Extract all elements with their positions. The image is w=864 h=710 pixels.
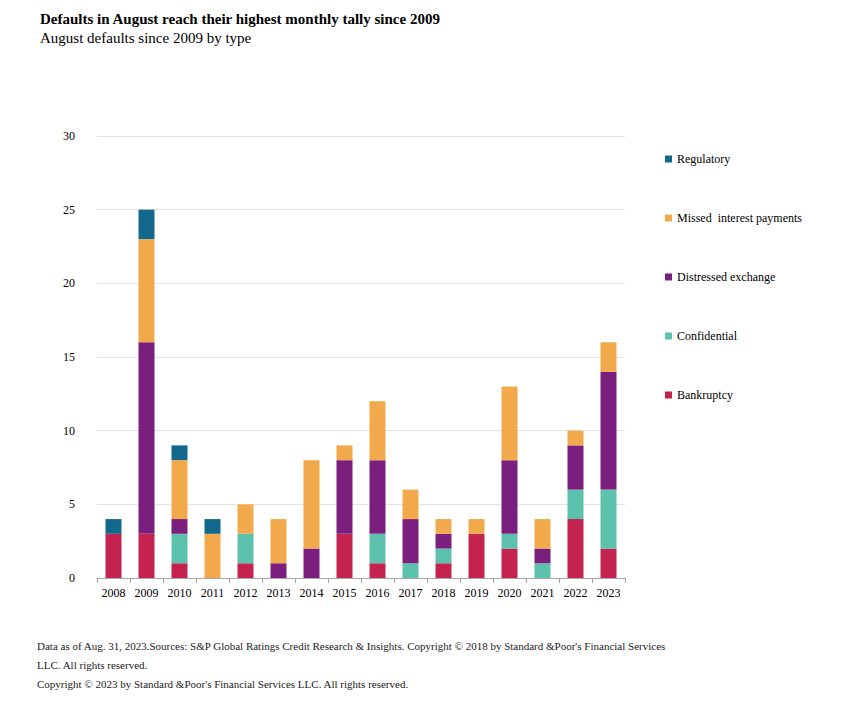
svg-text:2021: 2021 <box>531 586 555 600</box>
svg-text:20: 20 <box>63 276 75 290</box>
svg-text:Missed interest payments: Missed interest payments <box>677 211 802 225</box>
svg-text:Distressed exchange: Distressed exchange <box>677 270 775 284</box>
svg-text:2013: 2013 <box>267 586 291 600</box>
svg-text:Defaults in August reach their: Defaults in August reach their highest m… <box>40 11 440 27</box>
svg-text:2011: 2011 <box>201 586 225 600</box>
svg-text:2014: 2014 <box>300 586 324 600</box>
svg-text:2016: 2016 <box>366 586 390 600</box>
svg-text:Confidential: Confidential <box>677 329 738 343</box>
svg-text:2012: 2012 <box>234 586 258 600</box>
svg-text:5: 5 <box>69 497 75 511</box>
svg-text:2017: 2017 <box>399 586 423 600</box>
svg-text:2020: 2020 <box>498 586 522 600</box>
svg-text:2018: 2018 <box>432 586 456 600</box>
svg-text:2009: 2009 <box>135 586 159 600</box>
svg-text:2010: 2010 <box>168 586 192 600</box>
svg-text:August defaults since 2009 by: August defaults since 2009 by type <box>40 30 252 46</box>
svg-text:2015: 2015 <box>333 586 357 600</box>
svg-text:2023: 2023 <box>597 586 621 600</box>
svg-text:2019: 2019 <box>465 586 489 600</box>
svg-text:Regulatory: Regulatory <box>677 152 730 166</box>
svg-text:25: 25 <box>63 203 75 217</box>
svg-text:Bankruptcy: Bankruptcy <box>677 388 733 402</box>
svg-text:0: 0 <box>69 571 75 585</box>
svg-text:15: 15 <box>63 350 75 364</box>
svg-text:LLC. All rights reserved.: LLC. All rights reserved. <box>37 659 148 671</box>
svg-text:30: 30 <box>63 129 75 143</box>
svg-text:2022: 2022 <box>564 586 588 600</box>
svg-text:2008: 2008 <box>102 586 126 600</box>
svg-text:Copyright © 2023 by Standard &: Copyright © 2023 by Standard &Poor's Fin… <box>37 678 408 690</box>
svg-text:10: 10 <box>63 424 75 438</box>
svg-text:Data as of Aug. 31, 2023.Sourc: Data as of Aug. 31, 2023.Sources: S&P Gl… <box>37 640 668 652</box>
